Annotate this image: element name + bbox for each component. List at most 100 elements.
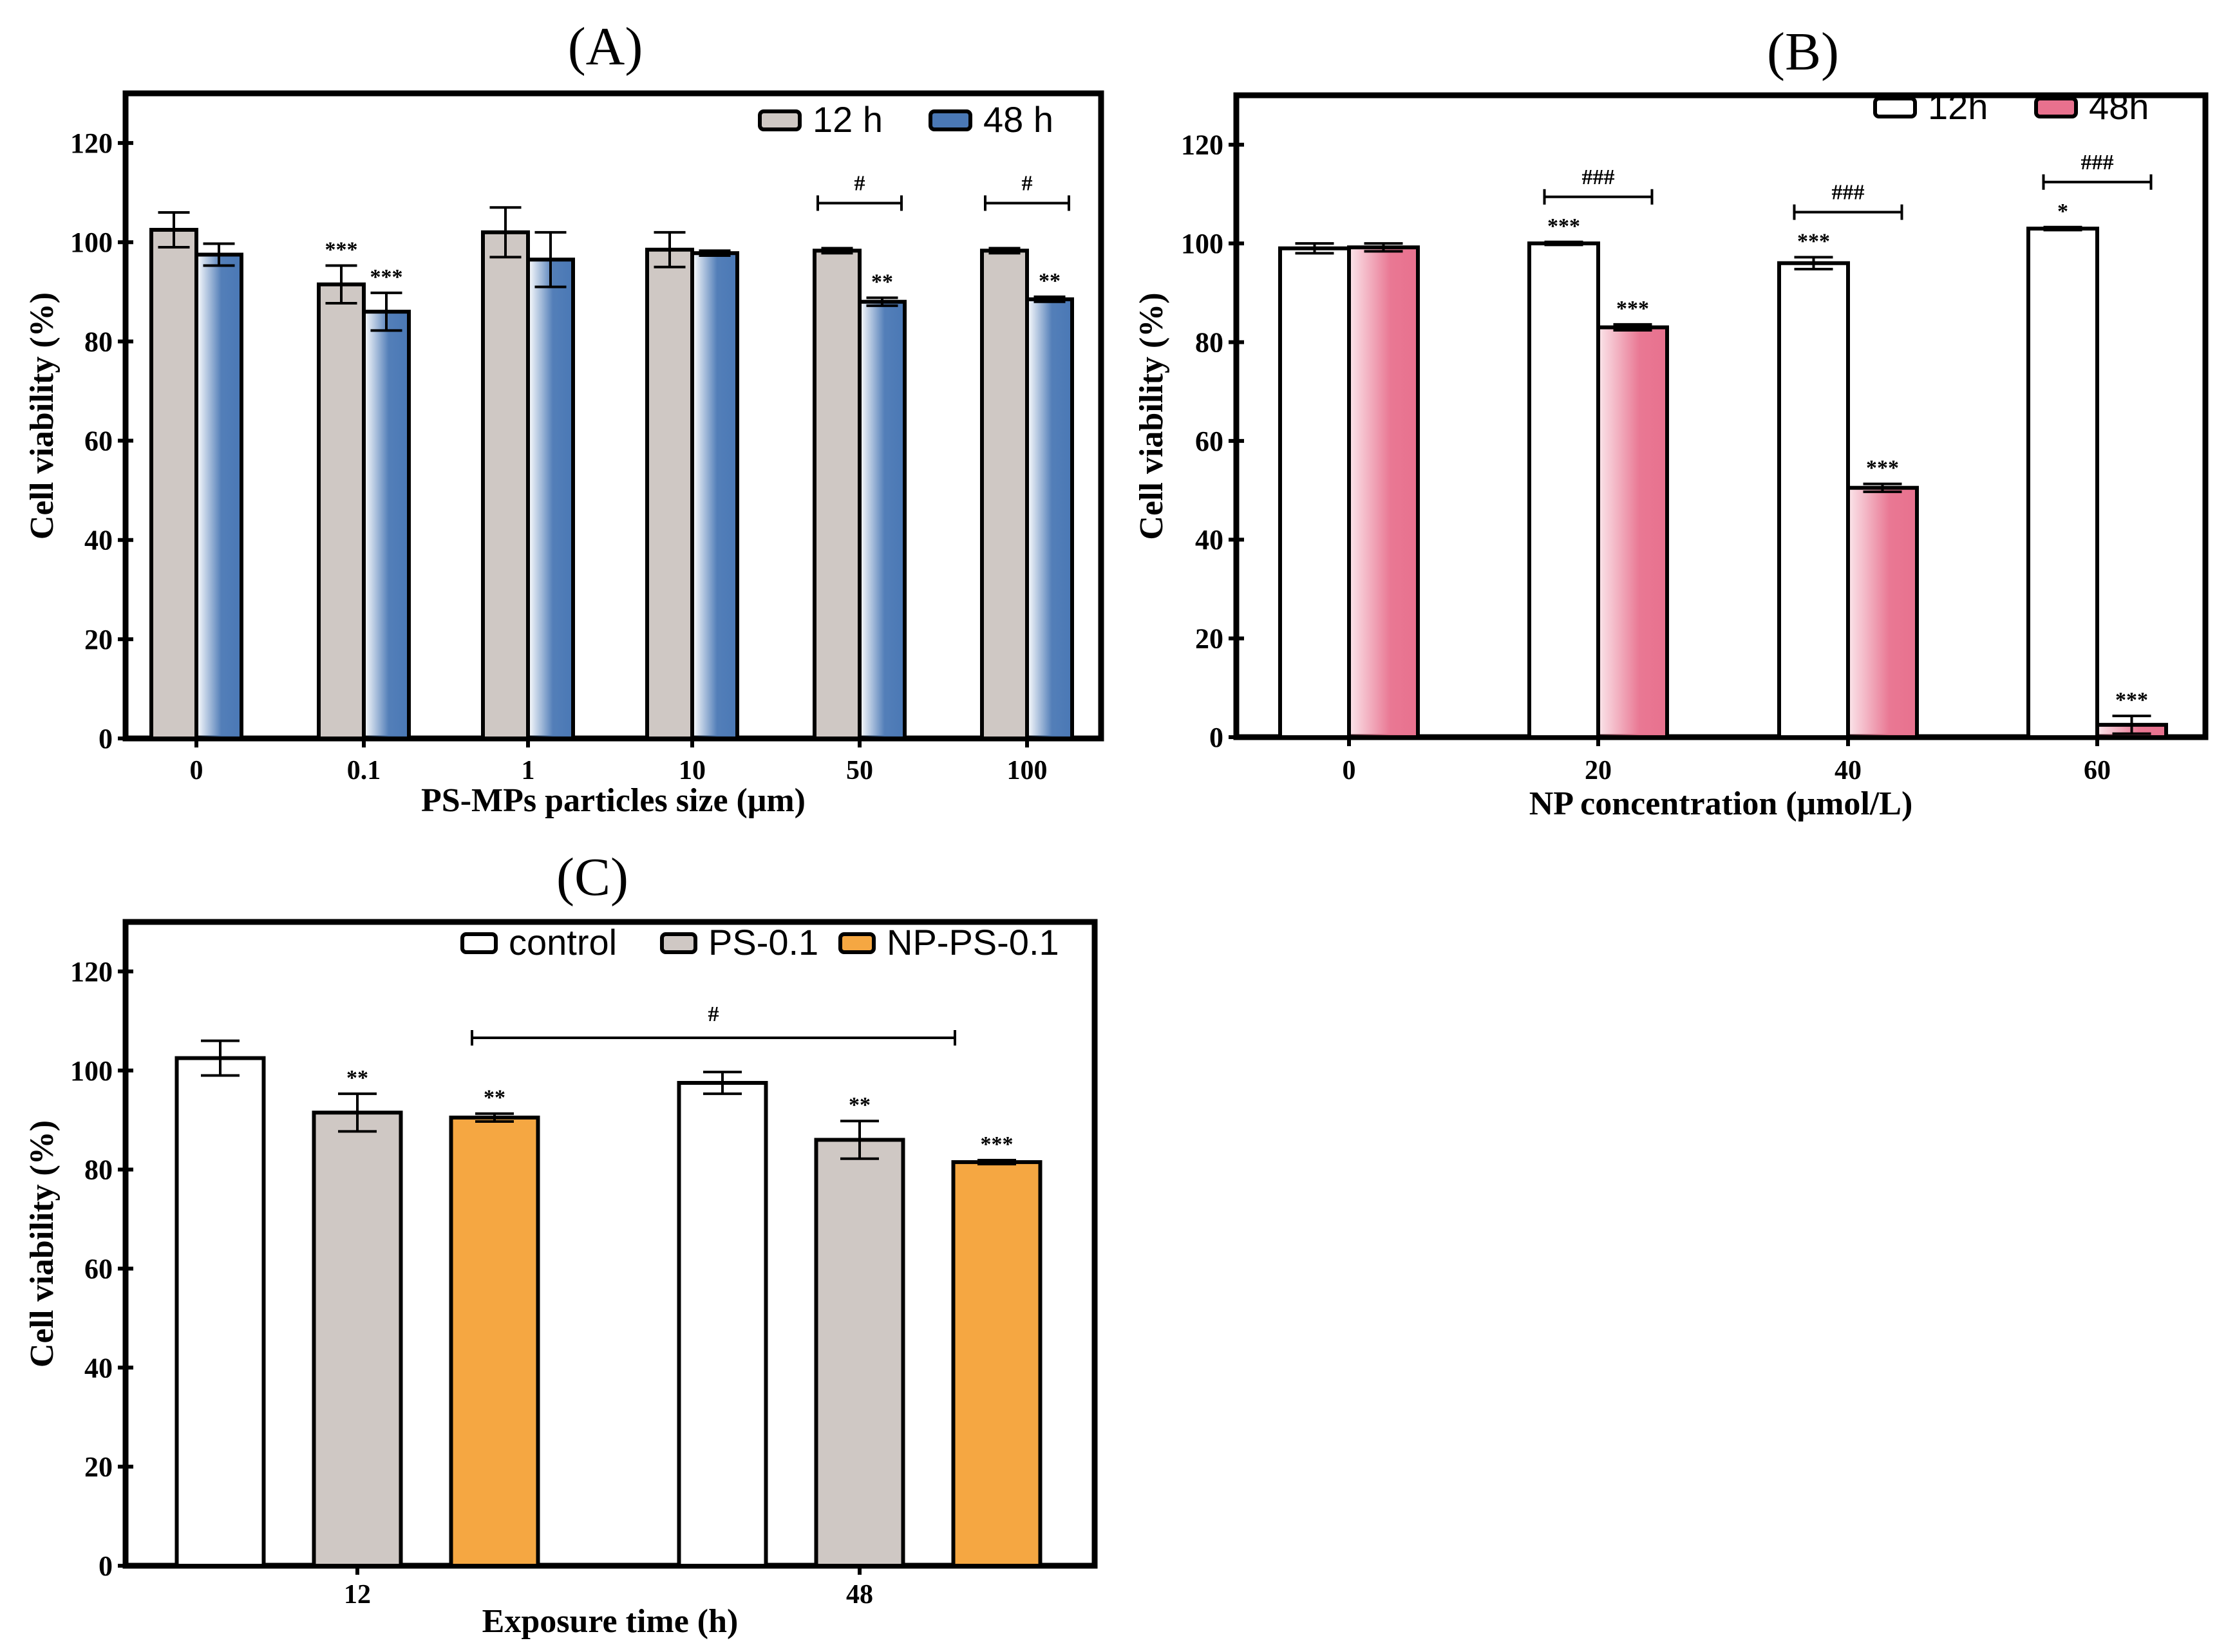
bar-48-h-50 bbox=[858, 299, 907, 740]
chart-title: (C) bbox=[556, 847, 628, 907]
plot-frame bbox=[122, 90, 1104, 742]
bar-12-h-0_1 bbox=[317, 282, 366, 740]
significance-mark: ** bbox=[1039, 269, 1061, 293]
bar-ps-0-1-48 bbox=[814, 1138, 905, 1568]
x-tick-label: 50 bbox=[846, 756, 873, 785]
legend-swatch bbox=[660, 932, 697, 954]
bracket-label: ### bbox=[1582, 165, 1615, 189]
plot-frame bbox=[122, 919, 1098, 1569]
bar-12-h-100 bbox=[980, 249, 1029, 740]
bracket-label: ### bbox=[2081, 151, 2114, 174]
y-axis-label: Cell viability (%) bbox=[24, 1120, 61, 1367]
y-axis-label: Cell viability (%) bbox=[24, 292, 61, 540]
x-tick-label: 1 bbox=[522, 756, 535, 785]
y-tick-label: 60 bbox=[84, 426, 113, 457]
x-tick-label: 20 bbox=[1585, 756, 1612, 785]
bar-48-h-1 bbox=[526, 258, 575, 740]
bar-12h-60 bbox=[2026, 227, 2099, 740]
bar-48-h-0_1 bbox=[362, 310, 411, 740]
chart-title: (B) bbox=[1767, 22, 1839, 82]
chart-title: (A) bbox=[568, 17, 643, 77]
bar-control-48 bbox=[677, 1081, 768, 1568]
x-tick-label: 0.1 bbox=[347, 756, 381, 785]
significance-mark: ** bbox=[484, 1086, 505, 1110]
x-tick-label: 0 bbox=[190, 756, 203, 785]
x-tick-label: 48 bbox=[846, 1580, 873, 1610]
bar-np-ps-0-1-12 bbox=[449, 1115, 540, 1568]
y-tick-label: 20 bbox=[1195, 623, 1223, 655]
panel-c: (C) 0 20 40 60 80 100 120 Cell viability (%) Expo… bbox=[24, 847, 1098, 1640]
x-tick-label: 40 bbox=[1835, 756, 1862, 785]
bar-12-h-10 bbox=[645, 247, 694, 740]
legend-label: 48 h bbox=[983, 99, 1053, 140]
legend-label: 12h bbox=[1928, 86, 1988, 127]
y-tick-label: 0 bbox=[1209, 722, 1223, 753]
y-tick-label: 60 bbox=[84, 1253, 113, 1284]
bar-ps-0-1-12 bbox=[312, 1111, 403, 1568]
y-tick-label: 80 bbox=[84, 326, 113, 357]
x-tick-label: 100 bbox=[1007, 756, 1048, 785]
legend-swatch bbox=[929, 109, 972, 131]
significance-mark: *** bbox=[2115, 688, 2148, 712]
bar-48h-40 bbox=[1846, 485, 1919, 739]
significance-mark: *** bbox=[1616, 297, 1649, 321]
legend-swatch bbox=[758, 109, 802, 131]
bracket-label: ### bbox=[1832, 181, 1865, 205]
significance-mark: *** bbox=[981, 1132, 1014, 1156]
significance-mark: ** bbox=[849, 1093, 871, 1117]
bar-12-h-50 bbox=[813, 249, 862, 740]
y-tick-label: 120 bbox=[70, 956, 113, 988]
bar-48h-20 bbox=[1596, 325, 1669, 739]
bar-control-12 bbox=[175, 1056, 266, 1568]
legend-swatch bbox=[1873, 97, 1917, 118]
legend-swatch bbox=[460, 932, 498, 954]
y-tick-label: 20 bbox=[84, 1451, 113, 1483]
x-tick-label: 60 bbox=[2084, 756, 2111, 785]
y-tick-label: 80 bbox=[1195, 326, 1223, 358]
x-axis-label: Exposure time (h) bbox=[482, 1603, 739, 1640]
y-tick-label: 80 bbox=[84, 1154, 113, 1186]
y-tick-label: 60 bbox=[1195, 426, 1223, 457]
bar-12-h-1 bbox=[481, 230, 530, 741]
bracket-label: # bbox=[854, 171, 865, 195]
legend-label: NP-PS-0.1 bbox=[887, 922, 1059, 962]
bar-12h-0 bbox=[1278, 246, 1351, 739]
significance-mark: *** bbox=[325, 238, 358, 261]
legend-swatch bbox=[838, 932, 876, 954]
y-axis-label: Cell viability (%) bbox=[1133, 292, 1170, 540]
y-tick-label: 40 bbox=[1195, 524, 1223, 556]
y-tick-label: 0 bbox=[99, 1550, 113, 1582]
bar-12h-40 bbox=[1777, 261, 1850, 739]
bar-48h-0 bbox=[1347, 245, 1420, 740]
bar-48-h-10 bbox=[690, 251, 739, 740]
y-tick-label: 40 bbox=[84, 1352, 113, 1384]
significance-mark: *** bbox=[1797, 230, 1830, 254]
legend-label: control bbox=[509, 922, 617, 962]
legend-label: 12 h bbox=[813, 99, 883, 140]
plot-frame bbox=[1233, 92, 2209, 740]
bar-12-h-0 bbox=[149, 227, 198, 740]
significance-mark: *** bbox=[1547, 214, 1580, 238]
y-tick-label: 120 bbox=[1181, 129, 1223, 161]
significance-mark: *** bbox=[370, 265, 403, 289]
legend-swatch bbox=[2034, 97, 2078, 118]
bar-48-h-100 bbox=[1025, 297, 1074, 741]
legend-label: PS-0.1 bbox=[708, 922, 818, 962]
bar-12h-20 bbox=[1527, 241, 1600, 740]
y-tick-label: 0 bbox=[99, 723, 113, 755]
y-tick-label: 20 bbox=[84, 624, 113, 655]
y-tick-label: 40 bbox=[84, 525, 113, 556]
bar-np-ps-0-1-48 bbox=[951, 1160, 1042, 1568]
y-tick-label: 100 bbox=[70, 227, 113, 258]
x-axis-label: PS-MPs particles size (μm) bbox=[421, 782, 806, 819]
bar-48-h-0 bbox=[194, 252, 243, 740]
y-tick-label: 100 bbox=[70, 1055, 113, 1087]
x-tick-label: 12 bbox=[344, 1580, 371, 1610]
y-tick-label: 100 bbox=[1181, 228, 1223, 259]
significance-mark: ** bbox=[871, 270, 893, 294]
x-tick-label: 10 bbox=[679, 756, 706, 785]
significance-mark: ** bbox=[346, 1066, 368, 1090]
long-bracket-label: # bbox=[708, 1002, 719, 1026]
